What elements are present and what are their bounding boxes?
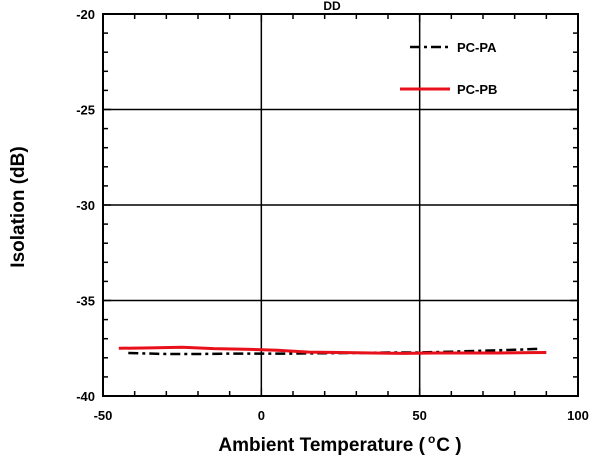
- x-tick-label: 50: [412, 408, 426, 423]
- x-tick-labels: -50 0 50 100: [94, 408, 589, 423]
- x-tick-label: 0: [258, 408, 265, 423]
- y-axis-title: Isolation (dB): [8, 146, 29, 267]
- y-tick-label: -30: [76, 198, 95, 213]
- y-tick-labels: -20 -25 -30 -35 -40: [76, 7, 95, 404]
- x-tick-label: -50: [94, 408, 113, 423]
- y-tick-label: -25: [76, 103, 95, 118]
- y-tick-label: -35: [76, 294, 95, 309]
- title-fragment: DD: [323, 0, 341, 13]
- x-axis-title-degree: o: [428, 432, 435, 446]
- legend-label-pc-pa: PC-PA: [457, 40, 497, 55]
- x-axis-title-main: Ambient Temperature (: [218, 435, 425, 456]
- x-axis-title: Ambient Temperature (oC ): [218, 432, 461, 456]
- y-tick-label: -40: [76, 389, 95, 404]
- x-tick-label: 100: [567, 408, 589, 423]
- grid-lines: [103, 14, 578, 396]
- y-tick-label: -20: [76, 7, 95, 22]
- legend: PC-PA PC-PB: [400, 40, 497, 97]
- x-axis-title-unit: C ): [436, 435, 461, 456]
- series-group: [118, 345, 547, 356]
- plot-frame: [102, 13, 579, 397]
- legend-label-pc-pb: PC-PB: [457, 82, 497, 97]
- series-line-pc-pb: [118, 345, 547, 355]
